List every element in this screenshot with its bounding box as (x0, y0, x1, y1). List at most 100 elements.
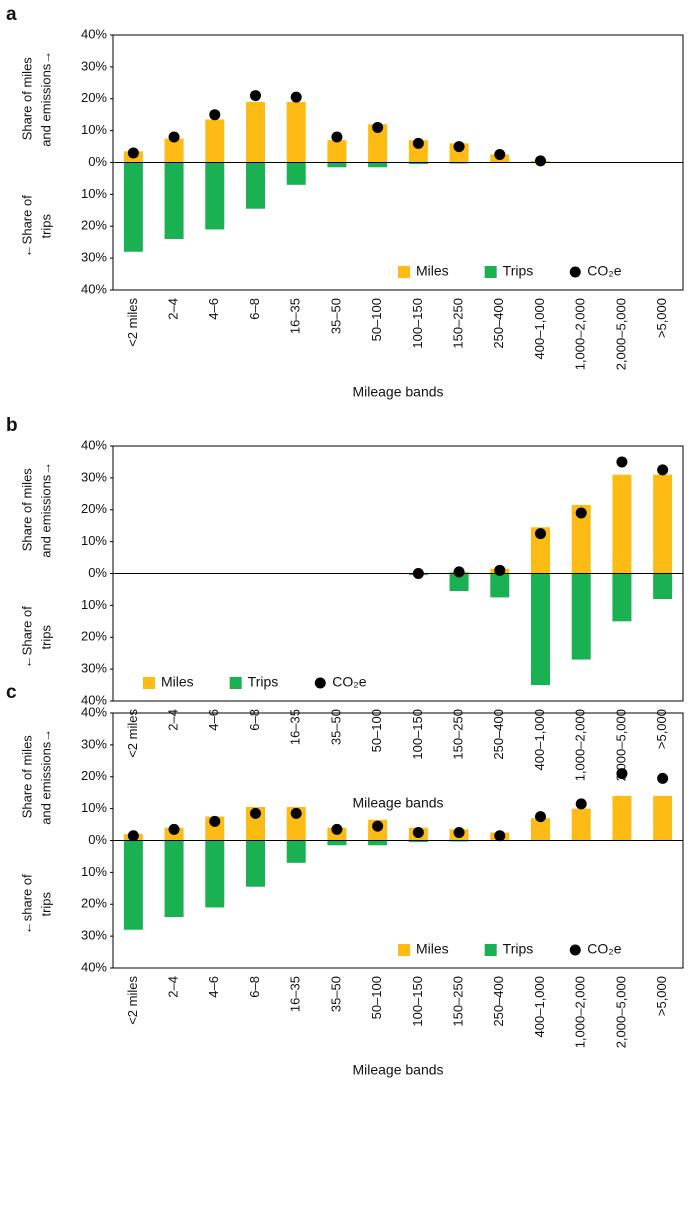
bar (164, 840, 184, 917)
point (331, 823, 343, 835)
x-tick-label: 400–1,000 (532, 976, 547, 1037)
bar (490, 573, 510, 598)
y-tick-label: 0% (88, 565, 107, 580)
legend-swatch (398, 944, 410, 956)
legend-swatch (229, 677, 242, 689)
point (616, 768, 628, 780)
x-tick-label: <2 miles (125, 298, 140, 347)
legend-label: Trips (503, 941, 534, 957)
point (372, 121, 384, 133)
x-tick-label: >5,000 (654, 709, 669, 749)
y-tick-label: 40% (81, 959, 107, 974)
x-tick-label: 4–6 (206, 298, 221, 320)
x-tick-label: 400–1,000 (532, 709, 547, 770)
x-tick-label: 6–8 (247, 976, 262, 998)
bar (612, 573, 632, 622)
legend-swatch (314, 677, 326, 689)
x-tick-label: 50–100 (369, 709, 384, 752)
point (453, 141, 465, 153)
bar (286, 840, 306, 863)
bar (205, 840, 225, 908)
x-tick-label: 35–50 (328, 976, 343, 1012)
panel-label: b (6, 415, 18, 436)
bar (571, 573, 591, 660)
y-tick-label: 40% (81, 692, 107, 707)
bar (327, 140, 347, 163)
y-tick-label: 20% (81, 629, 107, 644)
legend-label: CO₂e (587, 941, 621, 957)
point (331, 131, 343, 143)
legend-label: Miles (416, 941, 449, 957)
point (535, 811, 546, 823)
legend-swatch (143, 677, 155, 689)
panel-label: c (6, 682, 17, 703)
legend-label: CO₂e (332, 674, 366, 690)
bar (571, 808, 591, 841)
point (494, 830, 506, 842)
point (575, 507, 587, 519)
bar (653, 795, 673, 841)
x-tick-label: 16–35 (288, 298, 303, 334)
y-tick-label: 40% (81, 437, 107, 452)
panel-label: a (6, 4, 17, 25)
point (657, 772, 669, 784)
y-axis-label: ←Share of (19, 606, 34, 669)
x-tick-label: 2,000–5,000 (613, 298, 628, 370)
legend-label: Miles (416, 263, 449, 279)
bar (368, 840, 388, 846)
x-tick-label: 1,000–2,000 (573, 976, 588, 1048)
bar (327, 840, 347, 846)
y-tick-label: 40% (81, 26, 107, 41)
x-tick-label: 16–35 (288, 976, 303, 1012)
x-tick-label: 2–4 (166, 709, 181, 731)
bar (286, 101, 306, 163)
point (535, 155, 546, 167)
bar (164, 138, 184, 163)
legend-label: Miles (161, 674, 194, 690)
bar (123, 162, 143, 252)
x-tick-label: 250–400 (491, 976, 506, 1027)
point (209, 109, 221, 121)
x-tick-label: 100–150 (410, 709, 425, 760)
x-tick-label: 150–250 (451, 709, 466, 760)
bar (368, 162, 388, 168)
bar (205, 162, 225, 230)
bar (368, 124, 388, 163)
x-tick-label: 50–100 (369, 298, 384, 341)
y-tick-label: 30% (81, 928, 107, 943)
y-tick-label: 20% (81, 218, 107, 233)
x-tick-label: >5,000 (654, 976, 669, 1016)
point (657, 464, 669, 476)
point (168, 823, 180, 835)
x-tick-label: 35–50 (328, 709, 343, 745)
bar (327, 162, 347, 168)
x-tick-label: 2,000–5,000 (613, 709, 628, 781)
point (453, 827, 465, 839)
x-tick-label: 100–150 (410, 976, 425, 1027)
point (453, 566, 465, 578)
point (412, 137, 424, 149)
bar (164, 162, 184, 239)
bar (246, 101, 265, 163)
x-tick-label: 250–400 (491, 709, 506, 760)
y-axis-label: and emissions→ (38, 462, 53, 558)
point (127, 147, 139, 159)
x-tick-label: 2–4 (166, 298, 181, 320)
point (494, 564, 506, 576)
y-axis-label: trips (38, 891, 53, 916)
legend-swatch (398, 266, 410, 278)
y-tick-label: 10% (81, 800, 107, 815)
y-tick-label: 10% (81, 864, 107, 879)
x-tick-label: <2 miles (125, 709, 140, 758)
point (616, 456, 628, 468)
bar (531, 573, 550, 686)
y-tick-label: 0% (88, 832, 107, 847)
bar (408, 840, 428, 843)
legend-label: CO₂e (587, 263, 621, 279)
y-tick-label: 20% (81, 90, 107, 105)
y-tick-label: 20% (81, 501, 107, 516)
point (168, 131, 180, 143)
x-tick-label: 6–8 (247, 709, 262, 731)
y-axis-label: and emissions→ (38, 729, 53, 825)
